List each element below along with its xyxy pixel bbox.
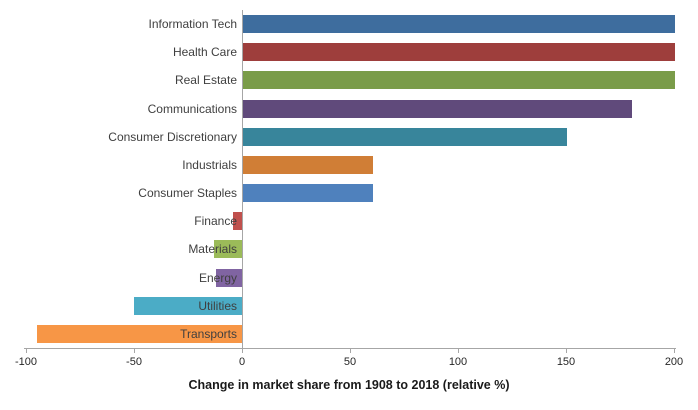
bar-real-estate [243, 71, 675, 90]
bar-consumer-discretionary [243, 127, 567, 146]
bar-row: Real Estate [26, 66, 675, 94]
bar-health-care [243, 43, 675, 62]
bar-row: Health Care [26, 38, 675, 66]
bar-row: Energy [26, 264, 674, 292]
bar-utilities [134, 296, 242, 315]
x-tick-mark [566, 349, 567, 353]
x-tick-label: 200 [664, 356, 684, 368]
x-tick-label: 0 [238, 356, 246, 368]
category-label: Finance [194, 214, 237, 229]
x-axis-title: Change in market share from 1908 to 2018… [188, 378, 510, 392]
zero-axis-line [242, 10, 243, 348]
x-tick-mark [134, 349, 135, 353]
x-tick-mark [350, 349, 351, 353]
x-tick-mark [242, 349, 243, 353]
bar-row: Consumer Discretionary [26, 123, 674, 151]
plot-area: Information Tech Health Care Real Estate Co… [26, 10, 675, 348]
bar-industrials [243, 155, 373, 174]
category-label: Health Care [172, 45, 237, 60]
category-label: Information Tech [148, 17, 238, 32]
category-label: Communications [147, 101, 237, 116]
x-tick-label: -100 [14, 356, 38, 368]
x-tick-mark [458, 349, 459, 353]
category-label: Energy [198, 270, 237, 285]
bar-row: Finance [26, 207, 674, 235]
category-label: Industrials [182, 157, 237, 172]
bar-row: Industrials [26, 151, 674, 179]
bar-row: Information Tech [26, 10, 675, 38]
x-tick-mark [674, 349, 675, 353]
bar-row: Transports [26, 320, 674, 348]
x-tick-label: 100 [448, 356, 468, 368]
bar-information-tech [243, 15, 675, 34]
category-label: Transports [180, 326, 237, 341]
x-tick-label: 150 [556, 356, 576, 368]
bar-row: Consumer Staples [26, 179, 674, 207]
category-label: Consumer Staples [138, 186, 237, 201]
bar-row: Utilities [26, 292, 674, 320]
category-label: Consumer Discretionary [108, 129, 237, 144]
bar-consumer-staples [243, 184, 373, 203]
bar-row: Communications [26, 95, 674, 123]
category-label: Real Estate [174, 73, 237, 88]
x-tick-mark [26, 349, 27, 353]
bar-materials [213, 240, 242, 259]
bar-communications [243, 99, 632, 118]
category-label: Materials [188, 242, 237, 257]
x-axis-line [24, 348, 676, 349]
bar-transports [36, 324, 242, 343]
bar-finance [233, 212, 242, 231]
x-tick-label: -50 [126, 356, 142, 368]
category-label: Utilities [198, 298, 237, 313]
bar-row: Materials [26, 235, 674, 263]
x-tick-label: 50 [343, 356, 357, 368]
bar-energy [216, 268, 242, 287]
